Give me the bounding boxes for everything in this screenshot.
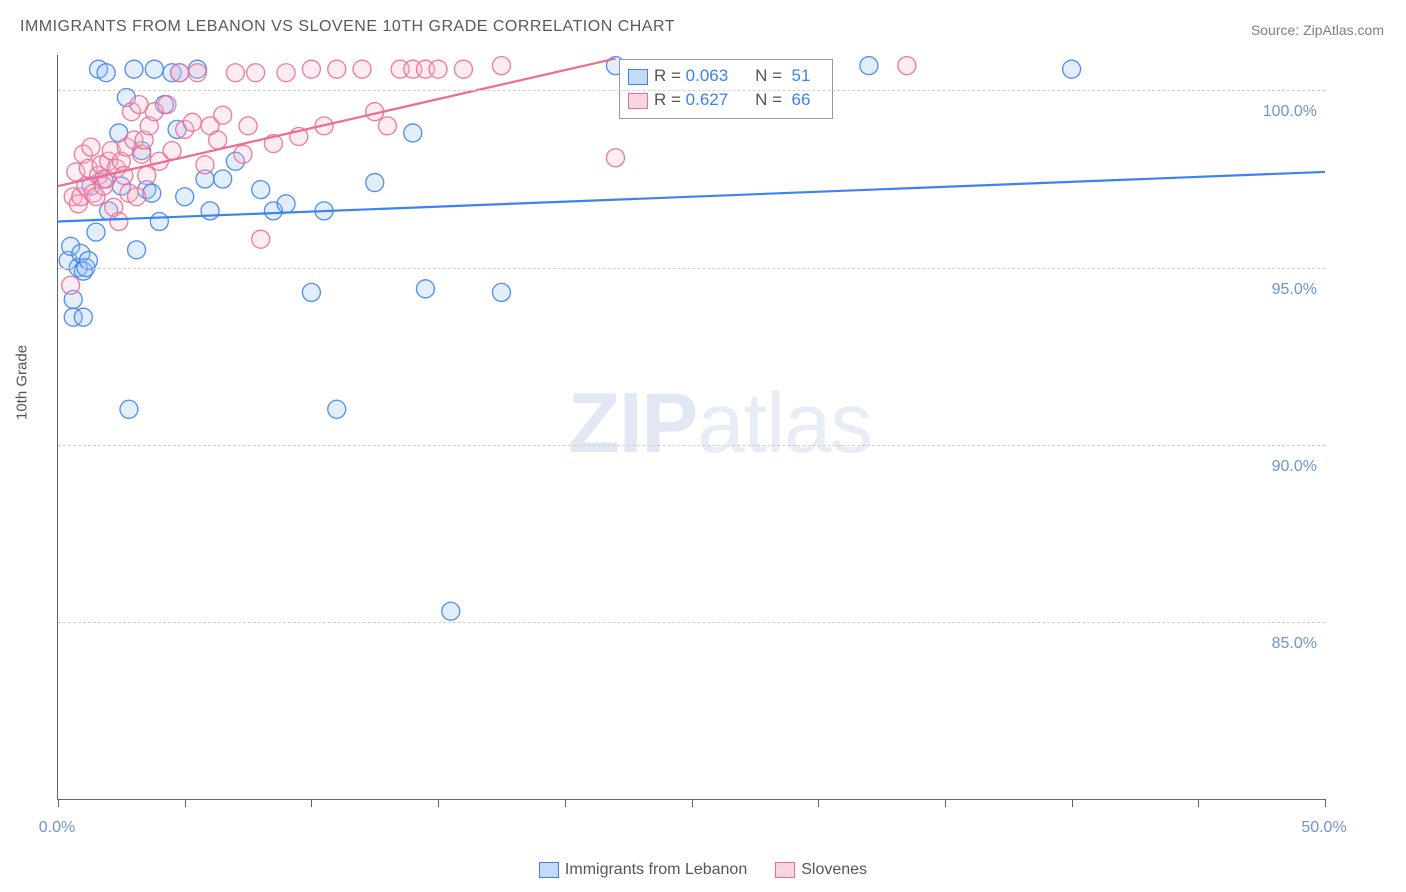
x-tick [1325,799,1326,807]
y-axis-title: 10th Grade [14,345,31,420]
data-point [247,64,265,82]
x-tick-label: 50.0% [1301,819,1346,837]
x-tick [438,799,439,807]
stats-swatch [628,69,648,85]
legend-bottom: Immigrants from Lebanon Slovenes [0,861,1406,879]
stats-r-value: 0.063 [686,64,746,88]
x-tick [818,799,819,807]
stats-n-value: 51 [792,64,822,88]
x-tick [945,799,946,807]
data-point [860,57,878,75]
y-tick-label: 85.0% [1272,635,1317,653]
data-point [171,64,189,82]
data-point [353,60,371,78]
data-point [252,181,270,199]
data-point [302,60,320,78]
correlation-stats-box: R = 0.063 N = 51R = 0.627 N = 66 [619,59,833,119]
data-point [234,145,252,163]
data-point [188,64,206,82]
data-point [898,57,916,75]
data-point [1063,60,1081,78]
data-point [158,96,176,114]
data-point [277,195,295,213]
data-point [163,142,181,160]
data-point [404,124,422,142]
data-point [328,60,346,78]
stats-row: R = 0.627 N = 66 [628,88,822,112]
x-tick [1072,799,1073,807]
gridline [58,622,1325,623]
legend-label: Immigrants from Lebanon [565,861,747,878]
data-point [74,308,92,326]
x-tick [565,799,566,807]
legend-label: Slovenes [801,861,867,878]
data-point [125,60,143,78]
chart-svg [58,55,1325,799]
y-tick-label: 90.0% [1272,458,1317,476]
data-point [201,202,219,220]
data-point [145,60,163,78]
gridline [58,445,1325,446]
stats-r-label: R = [654,66,681,85]
data-point [429,60,447,78]
data-point [328,400,346,418]
data-point [128,241,146,259]
data-point [62,276,80,294]
data-point [128,188,146,206]
gridline [58,90,1325,91]
regression-line [58,172,1325,222]
legend-swatch [775,862,795,878]
data-point [196,156,214,174]
data-point [442,602,460,620]
gridline [58,268,1325,269]
stats-r-label: R = [654,90,681,109]
data-point [138,166,156,184]
data-point [606,149,624,167]
data-point [277,64,295,82]
data-point [302,283,320,301]
data-point [492,57,510,75]
stats-r-value: 0.627 [686,88,746,112]
x-tick [692,799,693,807]
data-point [87,223,105,241]
stats-n-label: N = [755,66,782,85]
stats-n-label: N = [755,90,782,109]
data-point [239,117,257,135]
data-point [416,280,434,298]
data-point [97,64,115,82]
data-point [492,283,510,301]
data-point [214,170,232,188]
legend-item: Slovenes [775,861,867,879]
data-point [209,131,227,149]
y-tick-label: 95.0% [1272,281,1317,299]
data-point [366,174,384,192]
stats-row: R = 0.063 N = 51 [628,64,822,88]
source-attribution: Source: ZipAtlas.com [1251,22,1384,38]
x-tick [58,799,59,807]
y-tick-label: 100.0% [1263,103,1317,121]
data-point [176,188,194,206]
data-point [454,60,472,78]
legend-item: Immigrants from Lebanon [539,861,747,879]
x-tick [1198,799,1199,807]
data-point [150,213,168,231]
x-tick [311,799,312,807]
data-point [226,64,244,82]
x-tick [185,799,186,807]
data-point [378,117,396,135]
chart-title: IMMIGRANTS FROM LEBANON VS SLOVENE 10TH … [20,18,675,36]
stats-n-value: 66 [792,88,822,112]
stats-swatch [628,93,648,109]
legend-swatch [539,862,559,878]
data-point [252,230,270,248]
data-point [214,106,232,124]
data-point [120,400,138,418]
data-point [110,213,128,231]
plot-area: ZIPatlas R = 0.063 N = 51R = 0.627 N = 6… [57,55,1325,800]
data-point [82,138,100,156]
x-tick-label: 0.0% [39,819,75,837]
data-point [183,113,201,131]
